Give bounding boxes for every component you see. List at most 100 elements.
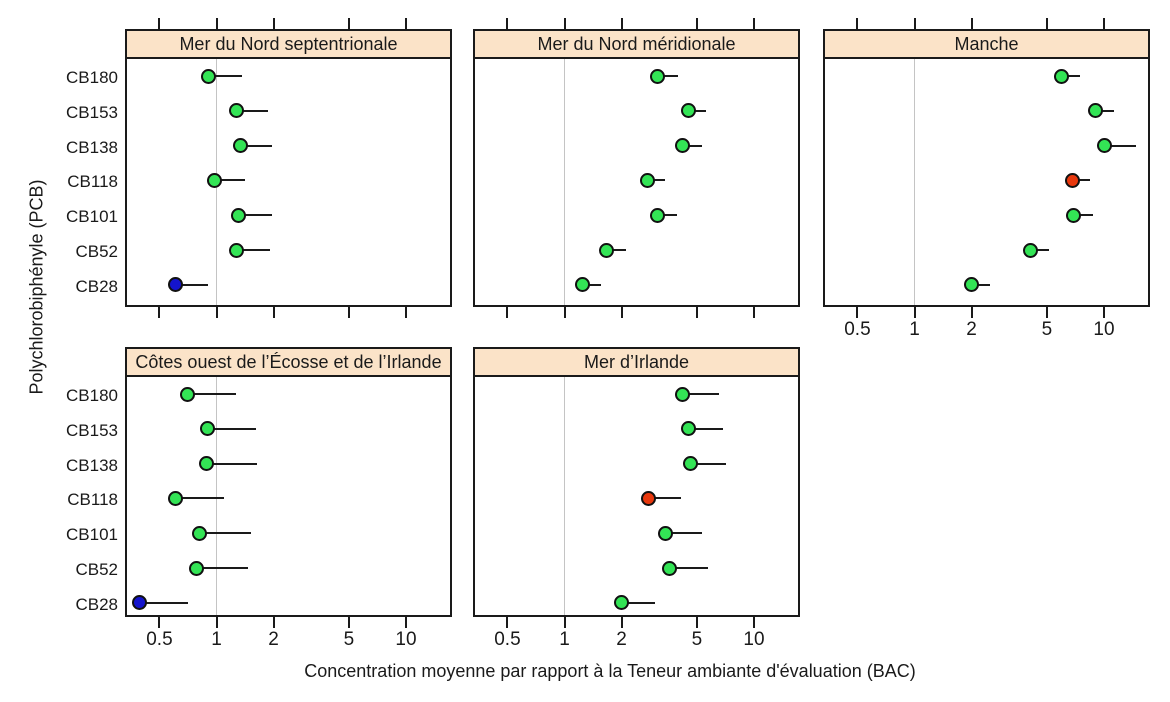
x-axis-tick [405,18,407,29]
panel-manche: Manche 0.5 1 2 5 10 [823,18,1150,340]
y-tick-label: CB153 [66,102,118,122]
error-bar [175,497,224,500]
reference-line [215,377,218,615]
error-bar [648,497,681,500]
x-axis-tick [158,18,161,29]
panel-title: Mer du Nord septentrionale [179,33,398,54]
y-tick-label: CB138 [66,455,118,475]
x-axis-tick-label: 0.5 [844,319,871,340]
panel-plot-area [127,59,450,305]
x-axis-tick-label: 5 [1041,319,1053,340]
error-bar [1072,179,1090,182]
x-axis-tick [753,18,755,29]
data-point [680,421,696,437]
y-tick-label: CB180 [66,386,118,405]
data-point [207,172,223,188]
panel-mer-du-nord-septentrionale: Mer du Nord septentrionale [125,18,452,318]
x-axis-tick-label: 2 [966,319,977,340]
data-point [230,207,246,223]
data-point [233,138,249,154]
y-tick-label: CB118 [67,172,118,192]
data-point [574,277,590,293]
x-axis-tick [620,617,623,628]
panel-header: Mer du Nord méridionale [475,31,798,59]
y-tick-label: CB52 [75,560,118,579]
data-point [1087,103,1103,119]
x-axis-tick [913,307,916,318]
error-bar [139,601,189,604]
x-axis-tick [753,617,755,628]
error-bar [236,109,269,112]
x-axis-tick [347,617,350,628]
error-bar [1073,214,1093,217]
error-bar [657,214,677,217]
error-bar [1104,144,1136,147]
data-point [199,456,215,472]
x-axis-tick-label: 10 [395,629,417,650]
data-point [964,277,980,293]
x-axis-tick [970,307,973,318]
x-axis-tick [913,18,916,29]
data-point [191,525,207,541]
data-point [1064,172,1080,188]
error-bar [657,75,678,77]
error-bar [1061,75,1081,77]
panel-header: Côtes ouest de l’Écosse et de l’Irlande [127,349,450,377]
x-axis-tick-label: 1 [909,319,920,340]
error-bar [669,567,708,569]
x-axis-tick [563,307,566,318]
y-tick-label: CB101 [66,207,118,227]
error-bar [682,144,702,147]
x-axis-tick-label: 5 [343,629,355,650]
x-axis-tick [1103,18,1105,29]
error-bar [196,567,248,569]
data-point [179,386,195,402]
reference-line [913,59,916,305]
x-axis-tick [215,18,218,29]
x-axis-tick [272,307,275,318]
panel-title: Mer d’Irlande [583,351,690,372]
data-point [168,490,184,506]
y-tick-label: CB28 [75,594,118,614]
x-axis-title: Concentration moyenne par rapport à la T… [304,661,916,681]
error-bar [1030,249,1049,251]
error-bar [206,462,258,465]
x-axis-tick [1045,307,1048,318]
data-point [650,68,666,84]
data-point [1023,242,1039,258]
data-point [188,560,204,576]
error-bar [207,427,257,430]
data-point [200,421,216,437]
panel-plot-area [127,377,450,615]
data-point [201,68,217,84]
x-axis-tick [856,307,859,318]
error-bar [236,249,271,251]
x-axis-tick-label: 2 [616,629,627,650]
x-axis-tick [695,307,698,318]
panel-header: Mer d’Irlande [475,349,798,377]
x-axis-tick-label: 0.5 [494,629,521,650]
y-tick-label: CB138 [66,137,118,157]
y-tick-label: CB153 [66,420,118,440]
x-axis-tick [272,18,275,29]
data-point [1054,68,1070,84]
data-point [131,595,147,611]
panel-header: Manche [825,31,1148,59]
error-bar [971,283,990,286]
y-tick-label: CB52 [75,242,118,261]
x-axis-tick [563,617,566,628]
error-bar [682,393,719,395]
data-point [614,595,630,611]
data-point [657,525,673,541]
y-tick-label: CB28 [75,276,118,296]
panel-title: Côtes ouest de l’Écosse et de l’Irlande [135,351,442,372]
x-axis-tick-label: 0.5 [146,629,173,650]
data-point [680,103,696,119]
x-axis-tick [620,307,623,318]
data-point [229,103,245,119]
y-tick-label: CB118 [67,490,118,510]
error-bar [688,109,707,112]
x-axis-tick-label: 1 [559,629,570,650]
reference-line [563,377,566,615]
